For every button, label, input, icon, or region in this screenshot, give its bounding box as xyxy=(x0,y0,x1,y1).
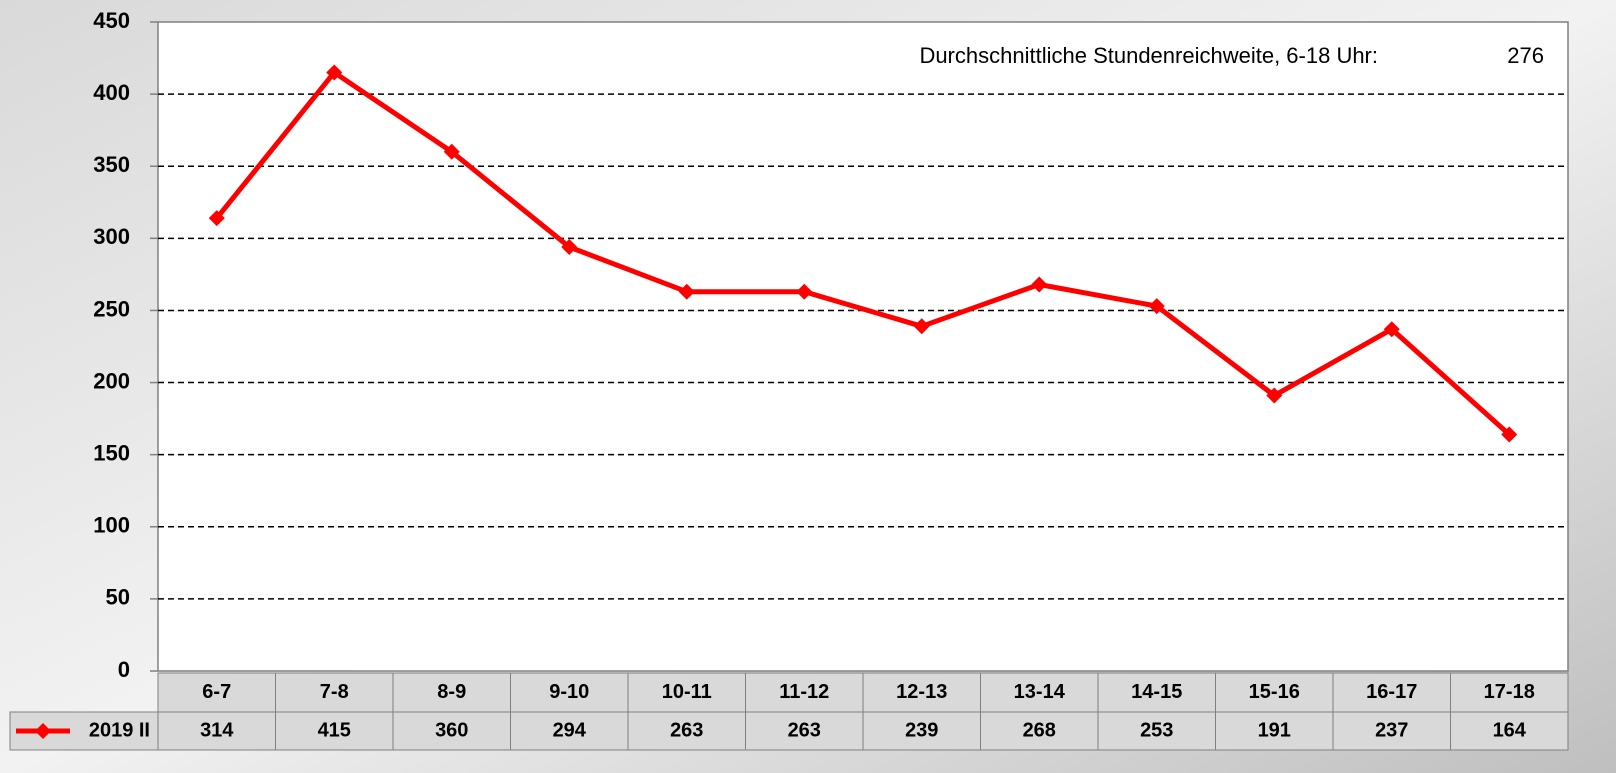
table-value: 268 xyxy=(1023,719,1056,741)
table-value: 253 xyxy=(1140,719,1173,741)
y-tick-label: 200 xyxy=(93,368,130,393)
marker xyxy=(443,143,460,160)
table-value: 314 xyxy=(200,719,234,741)
x-tick-label: 11-12 xyxy=(779,681,829,703)
x-tick-label: 15-16 xyxy=(1249,681,1300,703)
plot-area xyxy=(157,21,1569,672)
y-tick-label: 250 xyxy=(93,296,130,321)
annotation-text: Durchschnittliche Stundenreichweite, 6-1… xyxy=(919,43,1378,68)
annotation-value: 276 xyxy=(1507,43,1544,68)
legend-marker xyxy=(35,723,51,739)
y-tick-label: 100 xyxy=(93,513,130,538)
y-tick-label: 400 xyxy=(93,80,130,105)
marker xyxy=(1383,321,1400,338)
y-tick-label: 450 xyxy=(93,8,130,33)
x-tick-label: 9-10 xyxy=(549,681,589,703)
x-tick-label: 10-11 xyxy=(662,681,712,703)
x-tick-label: 6-7 xyxy=(202,681,231,703)
marker xyxy=(326,64,343,81)
x-tick-label: 16-17 xyxy=(1366,681,1417,703)
y-tick-label: 50 xyxy=(106,585,130,610)
x-tick-label: 17-18 xyxy=(1484,681,1535,703)
x-tick-label: 8-9 xyxy=(437,681,466,703)
marker xyxy=(561,238,578,255)
table-value: 237 xyxy=(1375,719,1408,741)
table-value: 415 xyxy=(318,719,351,741)
marker xyxy=(796,283,813,300)
table-value: 239 xyxy=(905,719,938,741)
marker xyxy=(913,318,930,335)
x-tick-label: 7-8 xyxy=(320,681,349,703)
y-tick-label: 0 xyxy=(118,657,130,682)
table-value: 360 xyxy=(435,719,468,741)
series-line xyxy=(214,69,1511,437)
y-tick-label: 300 xyxy=(93,224,130,249)
table-value: 263 xyxy=(670,719,703,741)
x-tick-label: 13-14 xyxy=(1014,681,1066,703)
marker xyxy=(1148,298,1165,315)
marker xyxy=(1031,276,1048,293)
y-tick-label: 350 xyxy=(93,152,130,177)
table-value: 191 xyxy=(1258,719,1291,741)
marker xyxy=(1501,426,1518,443)
marker xyxy=(1266,387,1283,404)
table-value: 294 xyxy=(553,719,587,741)
marker xyxy=(678,283,695,300)
x-tick-label: 12-13 xyxy=(896,681,947,703)
x-tick-label: 14-15 xyxy=(1131,681,1182,703)
y-tick-label: 150 xyxy=(93,440,130,465)
table-value: 263 xyxy=(788,719,821,741)
table-value: 164 xyxy=(1493,719,1527,741)
marker xyxy=(208,210,225,227)
table-row xyxy=(9,711,1569,751)
legend-label: 2019 II xyxy=(89,719,150,741)
